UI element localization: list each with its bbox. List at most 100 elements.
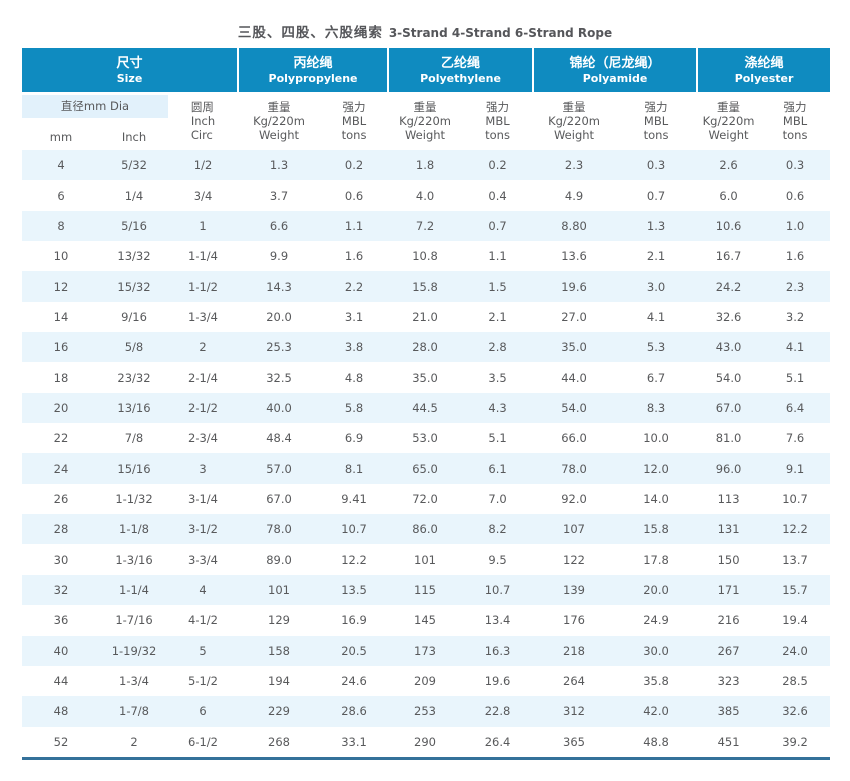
cell: 4.1	[760, 332, 831, 363]
cell: 42.0	[615, 696, 698, 727]
cell: 131	[697, 514, 761, 545]
cell: 2.8	[462, 332, 534, 363]
cell: 6	[168, 696, 239, 727]
cell: 32.6	[697, 301, 761, 333]
cell: 78.0	[238, 514, 321, 545]
cell: 52	[22, 726, 100, 759]
cell: 107	[533, 514, 616, 545]
cell: 14.3	[238, 271, 321, 302]
cell: 24.9	[615, 605, 698, 636]
cell: 1.8	[388, 150, 463, 181]
cell: 32	[22, 574, 100, 606]
cell: 8	[22, 210, 100, 242]
cell: 5/8	[100, 332, 168, 363]
cell: 3.7	[238, 180, 321, 211]
cell: 10	[22, 241, 100, 272]
group-pe-zh: 乙纶绳	[441, 55, 481, 71]
cell: 48.4	[238, 423, 321, 454]
cell: 10.0	[615, 423, 698, 454]
cell: 4.9	[533, 180, 616, 211]
cell: 1-1/32	[100, 483, 168, 515]
cell: 32.5	[238, 362, 321, 393]
cell: 5/16	[100, 210, 168, 242]
table-row: 26 1-1/32 3-1/4 67.0 9.41 72.0 7.0 92.0 14.0 113 1…	[22, 483, 831, 515]
cell: 9/16	[100, 301, 168, 333]
cell: 9.9	[238, 241, 321, 272]
cell: 19.6	[533, 271, 616, 302]
cell: 57.0	[238, 453, 321, 484]
cell: 26	[22, 483, 100, 515]
table-row: 48 1-7/8 6 229 28.6 253 22.8 312 42.0 385 32.6	[22, 696, 831, 727]
cell: 4.8	[320, 362, 389, 393]
cell: 30.0	[615, 635, 698, 666]
cell: 1/4	[100, 180, 168, 211]
cell: 2.2	[320, 271, 389, 302]
table-body: 4 5/32 1/2 1.3 0.2 1.8 0.2 2.3 0.3 2.6 0.3 6 1/4 3/4 3…	[22, 150, 831, 759]
cell: 218	[533, 635, 616, 666]
cell: 3-1/2	[168, 514, 239, 545]
cell: 3.5	[462, 362, 534, 393]
table-row: 44 1-3/4 5-1/2 194 24.6 209 19.6 264 35.8 323 28.5	[22, 665, 831, 697]
cell: 115	[388, 574, 463, 606]
cell: 86.0	[388, 514, 463, 545]
subheader-pp-mbl: 强力 MBL tons	[320, 92, 389, 150]
table-row: 24 15/16 3 57.0 8.1 65.0 6.1 78.0 12.0 96.0 9.1	[22, 453, 831, 484]
table-row: 18 23/32 2-1/4 32.5 4.8 35.0 3.5 44.0 6.7 54.0 5.1	[22, 362, 831, 393]
cell: 66.0	[533, 423, 616, 454]
group-size-en: Size	[116, 71, 143, 85]
cell: 48	[22, 696, 100, 727]
cell: 229	[238, 696, 321, 727]
subheader-pp-weight: 重量 Kg/220m Weight	[238, 92, 321, 150]
cell: 67.0	[697, 392, 761, 424]
cell: 30	[22, 544, 100, 575]
cell: 145	[388, 605, 463, 636]
cell: 6.9	[320, 423, 389, 454]
cell: 4	[22, 150, 100, 181]
cell: 25.3	[238, 332, 321, 363]
cell: 2.3	[760, 271, 831, 302]
cell: 67.0	[238, 483, 321, 515]
cell: 1-1/4	[168, 241, 239, 272]
cell: 10.7	[760, 483, 831, 515]
cell: 7.0	[462, 483, 534, 515]
cell: 6	[22, 180, 100, 211]
cell: 20.0	[615, 574, 698, 606]
unit-inch-label: Inch	[121, 130, 147, 144]
group-pet-zh: 涤纶绳	[744, 55, 784, 71]
cell: 6-1/2	[168, 726, 239, 759]
cell: 101	[238, 574, 321, 606]
cell: 13/16	[100, 392, 168, 424]
cell: 12.2	[320, 544, 389, 575]
cell: 2.6	[697, 150, 761, 181]
cell: 9.41	[320, 483, 389, 515]
cell: 173	[388, 635, 463, 666]
cell: 2-1/2	[168, 392, 239, 424]
cell: 3.2	[760, 301, 831, 333]
cell: 16.3	[462, 635, 534, 666]
cell: 1-3/4	[168, 301, 239, 333]
cell: 3	[168, 453, 239, 484]
group-header-size: 尺寸 Size	[22, 48, 240, 92]
group-header-polyethylene: 乙纶绳 Polyethylene	[388, 48, 535, 92]
cell: 3-3/4	[168, 544, 239, 575]
cell: 4.3	[462, 392, 534, 424]
cell: 290	[388, 726, 463, 759]
cell: 0.7	[462, 210, 534, 242]
table-row: 52 2 6-1/2 268 33.1 290 26.4 365 48.8 451 39.2	[22, 726, 831, 759]
cell: 323	[697, 665, 761, 697]
table-row: 40 1-19/32 5 158 20.5 173 16.3 218 30.0 267 24.0	[22, 635, 831, 666]
cell: 1-1/8	[100, 514, 168, 545]
cell: 4.0	[388, 180, 463, 211]
cell: 39.2	[760, 726, 831, 759]
cell: 32.6	[760, 696, 831, 727]
cell: 72.0	[388, 483, 463, 515]
cell: 20	[22, 392, 100, 424]
subheader-pet-mbl: 强力 MBL tons	[760, 92, 831, 150]
cell: 8.80	[533, 210, 616, 242]
page-title-zh: 三股、四股、六股绳索	[237, 25, 383, 41]
cell: 13/32	[100, 241, 168, 272]
cell: 2-1/4	[168, 362, 239, 393]
cell: 40.0	[238, 392, 321, 424]
cell: 9.1	[760, 453, 831, 484]
group-header-polypropylene: 丙纶绳 Polypropylene	[238, 48, 390, 92]
